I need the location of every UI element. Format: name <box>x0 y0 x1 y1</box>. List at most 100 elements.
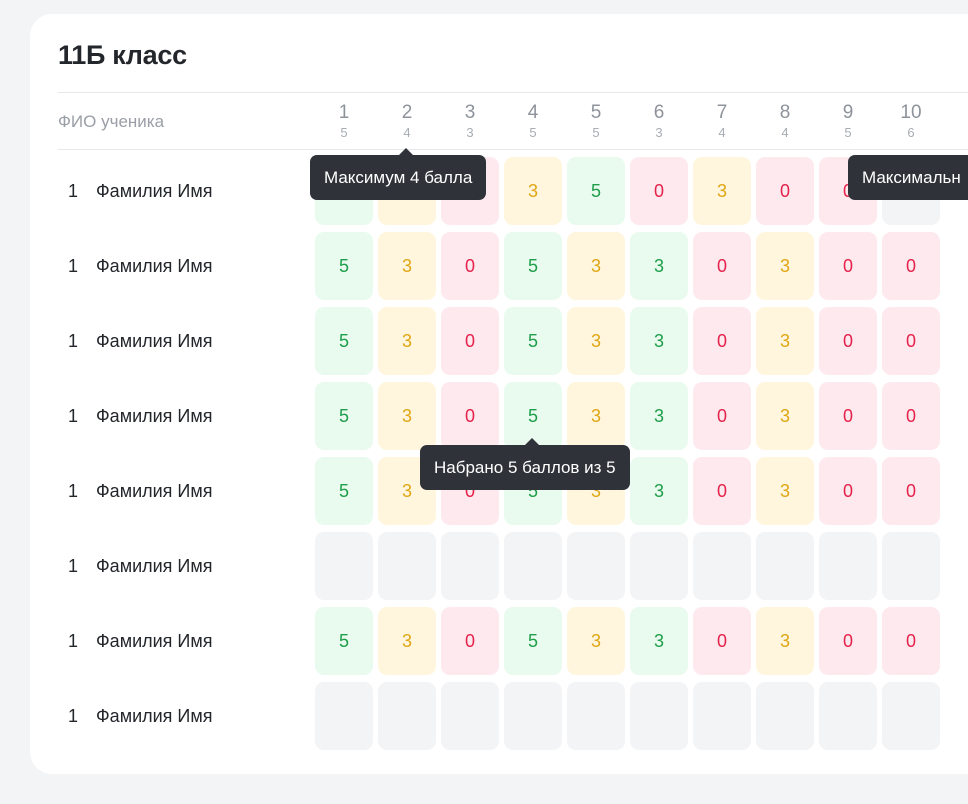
score-cell[interactable]: 0 <box>441 382 499 450</box>
score-cell[interactable]: 0 <box>693 232 751 300</box>
score-cell[interactable] <box>315 532 373 600</box>
tooltip-scored: Набрано 5 баллов из 5 <box>420 438 630 490</box>
score-cell[interactable] <box>693 682 751 750</box>
score-cell[interactable]: 3 <box>756 307 814 375</box>
score-cell[interactable]: 0 <box>630 157 688 225</box>
score-cell[interactable] <box>504 682 562 750</box>
score-cell[interactable]: 0 <box>882 307 940 375</box>
score-cell[interactable]: 3 <box>693 157 751 225</box>
student-name[interactable]: Фамилия Имя <box>96 181 213 201</box>
score-cell[interactable]: 0 <box>441 307 499 375</box>
student-name[interactable]: Фамилия Имя <box>96 556 213 576</box>
score-cell[interactable] <box>882 682 940 750</box>
score-cell[interactable]: 3 <box>567 607 625 675</box>
task-number: 6 <box>653 102 665 123</box>
score-cell[interactable]: 3 <box>504 157 562 225</box>
score-cell[interactable]: 3 <box>378 457 436 525</box>
student-name[interactable]: Фамилия Имя <box>96 406 213 426</box>
score-cell[interactable] <box>819 682 877 750</box>
score-cell[interactable]: 0 <box>756 157 814 225</box>
score-cell[interactable]: 3 <box>567 382 625 450</box>
score-cell[interactable]: 0 <box>819 382 877 450</box>
score-cell[interactable]: 5 <box>315 382 373 450</box>
score-cell[interactable] <box>630 532 688 600</box>
task-max-score: 5 <box>340 125 348 140</box>
score-cell[interactable]: 3 <box>567 307 625 375</box>
score-cell[interactable]: 0 <box>441 232 499 300</box>
score-cell[interactable]: 0 <box>819 232 877 300</box>
score-cell[interactable] <box>315 682 373 750</box>
score-cell[interactable]: 3 <box>630 382 688 450</box>
score-cell[interactable]: 5 <box>315 607 373 675</box>
score-cell[interactable] <box>882 532 940 600</box>
task-max-score: 4 <box>718 125 726 140</box>
score-cell[interactable] <box>756 532 814 600</box>
score-cell[interactable]: 0 <box>693 607 751 675</box>
score-cell[interactable]: 0 <box>819 307 877 375</box>
score-cell[interactable]: 3 <box>630 457 688 525</box>
student-number: 1 <box>68 481 79 501</box>
score-cell[interactable]: 0 <box>882 607 940 675</box>
student-row: 1 Фамилия Имя 5 3 0 5 3 3 0 3 0 0 <box>30 307 968 375</box>
page-title: 11Б класс <box>58 40 187 70</box>
score-cell[interactable]: 0 <box>882 232 940 300</box>
score-cell[interactable]: 5 <box>315 307 373 375</box>
score-cell[interactable]: 5 <box>315 457 373 525</box>
score-cell[interactable]: 3 <box>567 232 625 300</box>
score-cell[interactable]: 5 <box>504 232 562 300</box>
score-cell[interactable] <box>378 682 436 750</box>
task-max-score: 6 <box>907 125 915 140</box>
score-cell[interactable]: 3 <box>630 307 688 375</box>
score-cell[interactable]: 0 <box>819 457 877 525</box>
score-cell[interactable]: 5 <box>567 157 625 225</box>
score-cell[interactable]: 5 <box>315 232 373 300</box>
student-name[interactable]: Фамилия Имя <box>96 631 213 651</box>
student-row: 1 Фамилия Имя <box>30 532 968 600</box>
student-name[interactable]: Фамилия Имя <box>96 331 213 351</box>
score-cell[interactable]: 0 <box>882 457 940 525</box>
student-number: 1 <box>68 331 79 351</box>
score-cell[interactable] <box>630 682 688 750</box>
student-name[interactable]: Фамилия Имя <box>96 706 213 726</box>
score-cell[interactable]: 3 <box>378 382 436 450</box>
score-cell[interactable] <box>819 532 877 600</box>
score-cell[interactable]: 3 <box>630 607 688 675</box>
score-cell[interactable]: 0 <box>693 382 751 450</box>
student-name[interactable]: Фамилия Имя <box>96 481 213 501</box>
score-cell[interactable]: 3 <box>756 232 814 300</box>
student-row: 1 Фамилия Имя 5 3 0 5 3 3 0 3 0 0 <box>30 232 968 300</box>
score-cell[interactable] <box>567 682 625 750</box>
score-cell[interactable] <box>756 682 814 750</box>
score-cell[interactable] <box>441 682 499 750</box>
score-cell[interactable]: 3 <box>756 382 814 450</box>
score-cell[interactable]: 0 <box>441 607 499 675</box>
score-cell[interactable] <box>378 532 436 600</box>
score-cell[interactable]: 0 <box>882 382 940 450</box>
student-name[interactable]: Фамилия Имя <box>96 256 213 276</box>
score-cell[interactable]: 3 <box>756 457 814 525</box>
score-cell[interactable] <box>441 532 499 600</box>
header-divider-top <box>58 92 968 93</box>
task-number: 8 <box>779 102 791 123</box>
task-max-score: 3 <box>466 125 474 140</box>
score-cell[interactable]: 5 <box>504 607 562 675</box>
score-cell[interactable]: 0 <box>819 607 877 675</box>
score-cell[interactable] <box>567 532 625 600</box>
task-number: 4 <box>527 102 539 123</box>
score-cell[interactable]: 5 <box>504 307 562 375</box>
score-cell[interactable]: 0 <box>693 307 751 375</box>
score-cell[interactable]: 3 <box>378 232 436 300</box>
task-max-score: 5 <box>844 125 852 140</box>
score-cell[interactable]: 3 <box>756 607 814 675</box>
score-cell[interactable] <box>693 532 751 600</box>
score-cell[interactable]: 0 <box>693 457 751 525</box>
score-cell[interactable] <box>504 532 562 600</box>
score-cell[interactable]: 3 <box>378 307 436 375</box>
score-cell[interactable]: 3 <box>630 232 688 300</box>
task-number: 2 <box>401 102 413 123</box>
score-cell[interactable]: 3 <box>378 607 436 675</box>
